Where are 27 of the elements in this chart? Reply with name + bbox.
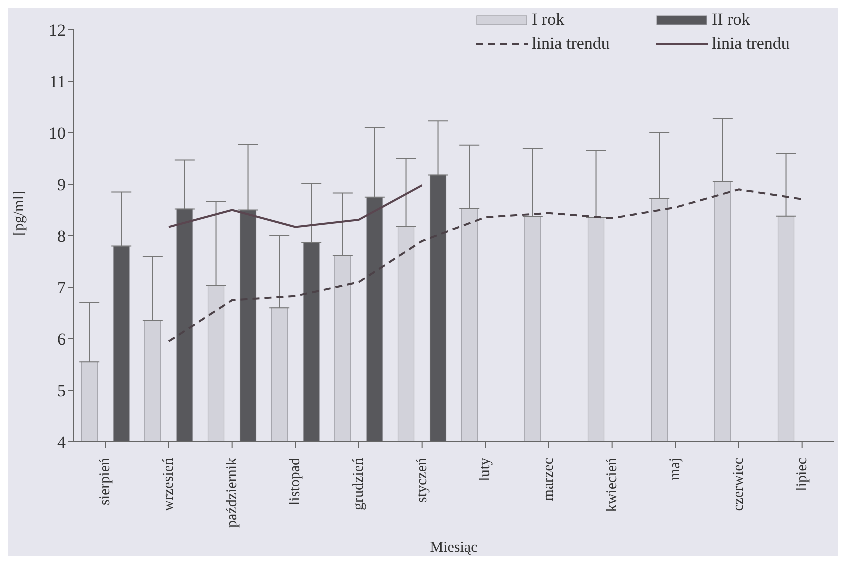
x-tick-label: maj	[668, 458, 684, 480]
y-tick-label: 9	[58, 176, 66, 195]
y-tick-label: 11	[50, 72, 66, 92]
legend-label: linia trendu	[532, 34, 610, 54]
y-tick-label: 10	[49, 124, 66, 144]
y-tick-label: 7	[58, 278, 66, 298]
x-tick-label: czerwiec	[731, 458, 747, 512]
legend-label: II rok	[712, 10, 750, 30]
y-tick-label: 8	[58, 227, 66, 246]
x-tick-label: marzec	[541, 458, 557, 502]
x-tick-label: sierpień	[98, 458, 114, 506]
x-tick-label: październik	[224, 458, 240, 528]
y-tick-label: 12	[49, 21, 66, 40]
x-tick-label: listopad	[288, 458, 304, 506]
x-tick-label: wrzesień	[161, 458, 177, 512]
x-tick-label: kwiecień	[604, 458, 620, 512]
x-tick-label: lipiec	[794, 458, 810, 492]
y-axis-title: [pg/ml]	[11, 191, 28, 236]
x-axis-title: Miesiąc	[430, 540, 478, 556]
x-tick-label: styczeń	[414, 458, 430, 503]
x-tick-label: grudzień	[351, 458, 367, 510]
y-tick-label: 6	[58, 330, 66, 350]
legend-label: I rok	[532, 10, 565, 30]
y-tick-label: 5	[58, 382, 66, 401]
legend-label: linia trendu	[712, 34, 790, 54]
y-tick-label: 4	[58, 433, 66, 452]
x-tick-label: luty	[478, 458, 494, 482]
